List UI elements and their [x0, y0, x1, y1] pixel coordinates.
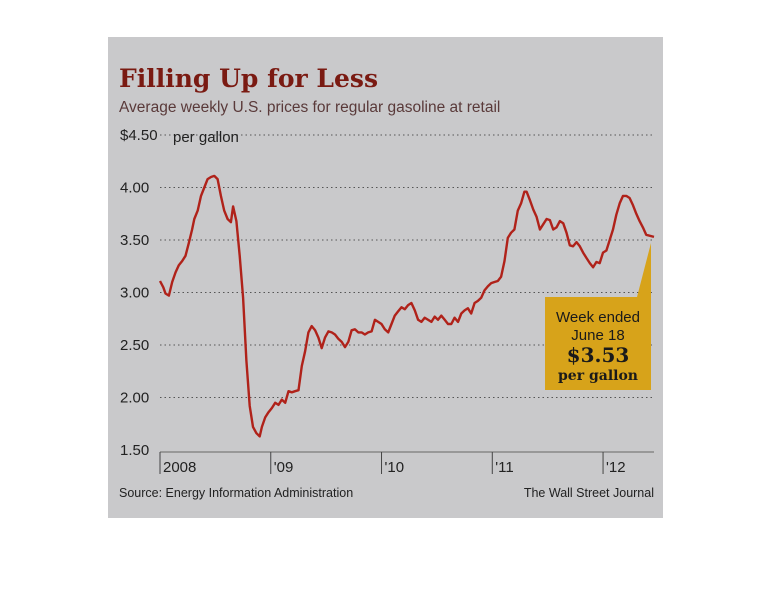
y-tick-label: 3.50 — [120, 232, 149, 249]
y-tick-label: 4.00 — [120, 180, 149, 197]
callout-value: $3.53 — [567, 343, 630, 367]
chart-subtitle: Average weekly U.S. prices for regular g… — [119, 99, 500, 116]
source-note: Source: Energy Information Administratio… — [119, 486, 353, 500]
series-layer — [158, 174, 655, 438]
y-tick-label: 1.50 — [120, 442, 149, 459]
latest-value-callout: Week ended June 18 $3.53 per gallon — [545, 243, 651, 390]
x-tick-label: '12 — [606, 459, 626, 476]
callout-box — [545, 243, 651, 390]
y-tick-label: 3.00 — [120, 285, 149, 302]
x-tick-label: '09 — [274, 459, 294, 476]
callout-unit: per gallon — [558, 368, 638, 384]
y-axis-ticks: $4.50 4.00 3.50 3.00 2.50 2.00 1.50 — [120, 127, 158, 459]
y-tick-label: $4.50 — [120, 127, 158, 144]
callout-line1: Week ended — [556, 309, 640, 326]
y-tick-label: 2.50 — [120, 337, 149, 354]
x-tick-label: '10 — [385, 459, 405, 476]
x-tick-label: 2008 — [163, 459, 196, 476]
credit-note: The Wall Street Journal — [524, 486, 654, 500]
chart-panel — [108, 37, 663, 518]
callout-line2: June 18 — [571, 327, 624, 344]
chart-title: Filling Up for Less — [119, 64, 378, 93]
y-tick-label: 2.00 — [120, 390, 149, 407]
price-line — [158, 174, 655, 438]
x-axis-ticks: 2008 '09 '10 '11 '12 — [159, 452, 626, 476]
x-tick-label: '11 — [495, 459, 513, 476]
y-unit-label: per gallon — [173, 129, 239, 146]
